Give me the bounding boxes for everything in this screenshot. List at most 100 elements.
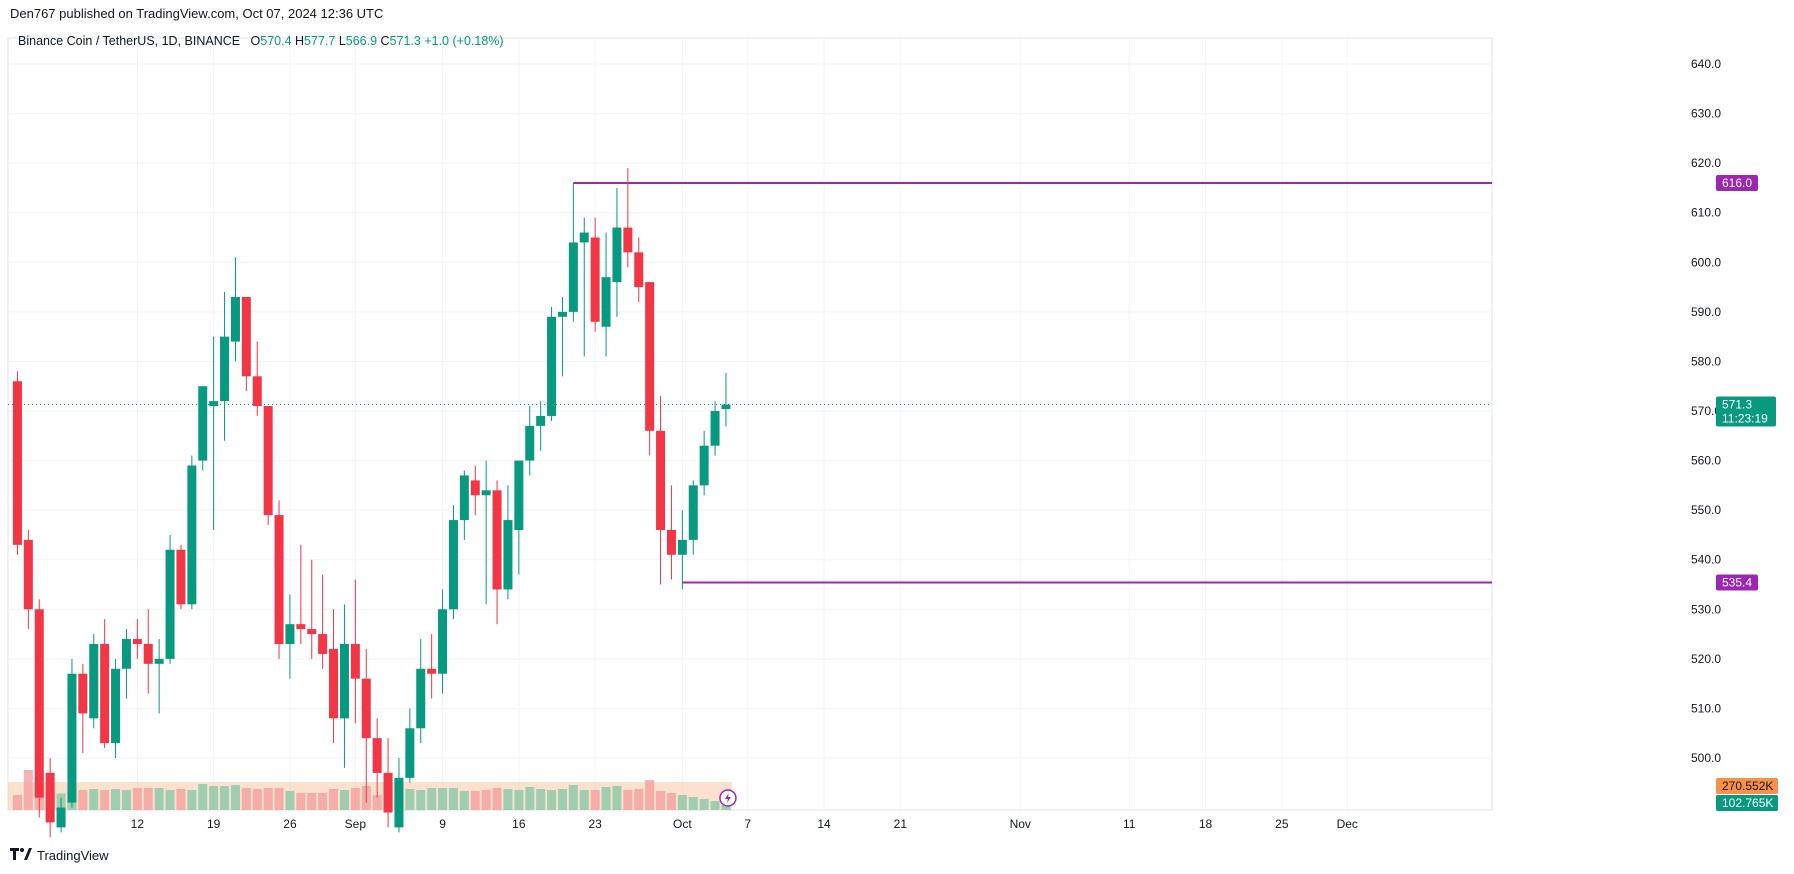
x-tick-label: 25 bbox=[1275, 817, 1289, 831]
volume-bar bbox=[514, 790, 524, 810]
candle-body bbox=[45, 772, 55, 823]
volume-bar bbox=[121, 790, 131, 810]
level-badge-label: 616.0 bbox=[1722, 176, 1752, 190]
plot-border bbox=[7, 37, 1493, 811]
candle-body bbox=[198, 386, 208, 461]
volume-bar bbox=[481, 790, 491, 810]
change-value: +1.0 (+0.18%) bbox=[424, 34, 504, 48]
x-tick-label: 11 bbox=[1123, 817, 1136, 831]
candle-body bbox=[634, 252, 644, 288]
candle-body bbox=[710, 411, 720, 446]
volume-bar bbox=[677, 795, 687, 810]
candle-body bbox=[666, 529, 676, 555]
candle-body bbox=[677, 539, 687, 555]
y-tick-label: 640.0 bbox=[1691, 57, 1721, 71]
volume-bar bbox=[623, 790, 633, 810]
y-tick-label: 630.0 bbox=[1691, 107, 1721, 121]
volume-bar bbox=[503, 789, 513, 810]
candle-body bbox=[645, 282, 655, 431]
candle-body bbox=[427, 668, 437, 674]
candle-body bbox=[448, 520, 458, 610]
candle-body bbox=[383, 772, 393, 813]
volume-bar bbox=[459, 791, 469, 810]
candle-body bbox=[438, 609, 448, 674]
candle-body bbox=[12, 381, 22, 545]
candle-body bbox=[143, 643, 153, 664]
candle-body bbox=[568, 242, 578, 312]
high-value: 577.7 bbox=[304, 34, 336, 48]
volume-bar bbox=[568, 785, 578, 810]
y-tick-label: 520.0 bbox=[1691, 652, 1721, 666]
candle-body bbox=[307, 629, 317, 635]
volume-bar bbox=[492, 788, 502, 810]
candle-body bbox=[656, 430, 666, 530]
volume-bar bbox=[252, 789, 262, 810]
y-tick-label: 560.0 bbox=[1691, 454, 1721, 468]
volume-bar bbox=[165, 790, 175, 810]
volume-bar bbox=[547, 790, 557, 810]
x-tick-label: 18 bbox=[1199, 817, 1213, 831]
symbol-label[interactable]: Binance Coin / TetherUS, 1D, BINANCE bbox=[18, 34, 241, 48]
volume-bar bbox=[427, 788, 437, 810]
candle-body bbox=[274, 515, 284, 644]
x-tick-label: Oct bbox=[673, 817, 692, 831]
y-tick-label: 550.0 bbox=[1691, 503, 1721, 517]
candle-body bbox=[590, 237, 600, 322]
footer-brand[interactable]: TradingView bbox=[10, 848, 109, 863]
candle-body bbox=[612, 227, 622, 283]
candle-body bbox=[318, 634, 328, 654]
y-tick-label: 620.0 bbox=[1691, 156, 1721, 170]
x-tick-label: Sep bbox=[345, 817, 367, 831]
volume-bar bbox=[590, 790, 600, 810]
candle-body bbox=[252, 376, 262, 407]
candle-body bbox=[699, 445, 709, 486]
candle-body bbox=[89, 643, 99, 719]
volume-bar bbox=[405, 789, 415, 810]
level-badge bbox=[1716, 574, 1758, 591]
close-value: 571.3 bbox=[389, 34, 421, 48]
ohlc-legend: Binance Coin / TetherUS, 1D, BINANCE O57… bbox=[18, 34, 504, 48]
low-value: 566.9 bbox=[345, 34, 378, 48]
volume-bar bbox=[198, 784, 208, 810]
x-tick-label: Nov bbox=[1010, 817, 1031, 831]
axis-layer: 500.0 510.0 520.0 530.0 540.0 550.0 560.0 570.0… bbox=[131, 57, 1722, 831]
x-tick-label: 9 bbox=[439, 817, 446, 831]
volume-bar bbox=[666, 793, 676, 810]
y-tick-label: 530.0 bbox=[1691, 602, 1721, 616]
candle-body bbox=[329, 648, 339, 719]
volume-bar bbox=[274, 788, 284, 810]
volume-bar bbox=[143, 788, 153, 810]
candle-body bbox=[263, 406, 273, 516]
candle-body bbox=[67, 673, 77, 803]
level-layer bbox=[8, 181, 1492, 584]
volume-bar bbox=[176, 789, 186, 810]
volume-bar bbox=[209, 786, 219, 810]
volume-bar bbox=[307, 793, 317, 810]
candle-body bbox=[547, 316, 557, 416]
candle-body bbox=[350, 643, 360, 679]
volume-bar bbox=[721, 805, 731, 810]
volume-bar bbox=[12, 795, 22, 810]
x-tick-label: 7 bbox=[744, 817, 751, 831]
y-tick-label: 590.0 bbox=[1691, 305, 1721, 319]
candle-body bbox=[23, 539, 33, 610]
candle-body bbox=[121, 639, 131, 669]
candle-body bbox=[339, 643, 349, 719]
volume-bar bbox=[132, 788, 142, 810]
candle-body bbox=[557, 311, 567, 317]
candle-body bbox=[514, 460, 524, 530]
volume-bar bbox=[220, 786, 230, 810]
volume-bar bbox=[557, 789, 567, 810]
volume-bar bbox=[318, 793, 328, 810]
lightning-bolt bbox=[724, 793, 731, 803]
volume-avg-label: 270.552K bbox=[1722, 779, 1773, 793]
open-value: 570.4 bbox=[260, 34, 292, 48]
volume-bar bbox=[23, 770, 33, 810]
x-tick-label: 23 bbox=[588, 817, 602, 831]
candle-body bbox=[296, 624, 306, 630]
candle-body bbox=[492, 490, 502, 590]
x-tick-label: 14 bbox=[817, 817, 831, 831]
candle-body bbox=[154, 658, 164, 664]
candle-body bbox=[100, 643, 110, 744]
